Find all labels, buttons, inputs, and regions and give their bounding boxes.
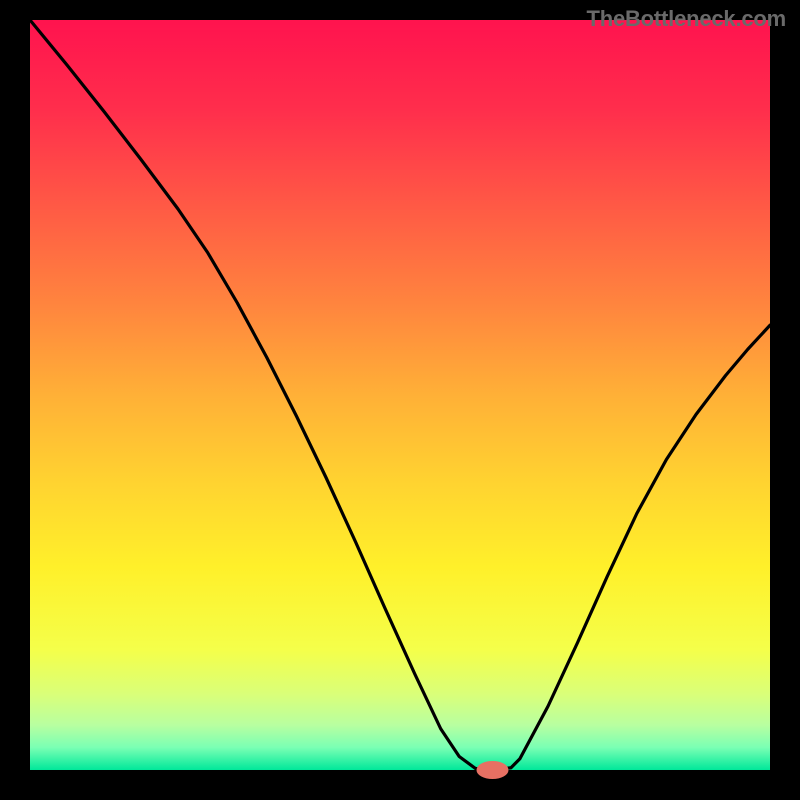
watermark-text: TheBottleneck.com <box>586 6 786 32</box>
bottleneck-chart <box>0 0 800 800</box>
optimal-marker <box>477 761 509 779</box>
plot-background <box>30 20 770 770</box>
